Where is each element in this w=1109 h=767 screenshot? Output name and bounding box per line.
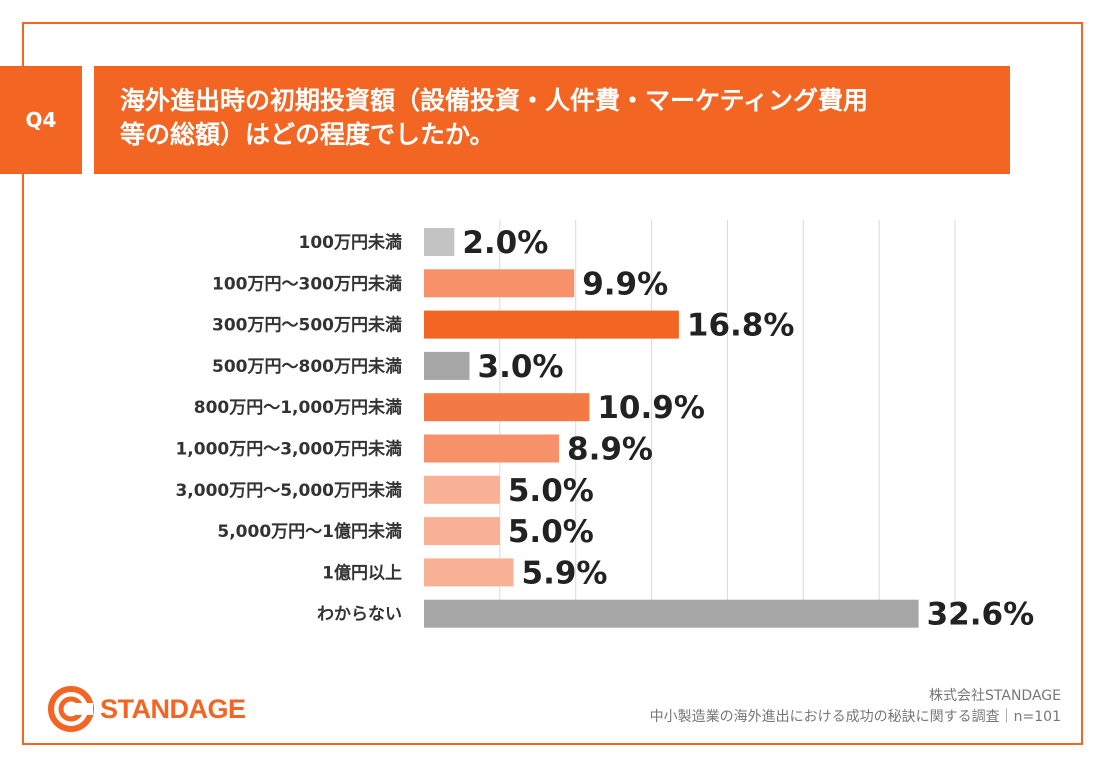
value-label-4: 3.0% [478,349,564,385]
standage-logo-icon [48,686,94,732]
bar-5 [424,393,590,422]
bar-1 [424,228,455,256]
bar-10 [424,599,919,628]
bar-6 [424,434,560,463]
category-labels: 100万円未満 100万円〜300万円未満 300万円〜500万円未満 500万円〜8… [175,232,402,625]
value-label-3: 16.8% [687,308,795,344]
value-label-1: 2.0% [462,225,548,261]
standage-logo: STANDAGE [48,686,246,732]
bar-3 [424,310,679,339]
bar-9 [424,558,514,587]
source-note: 株式会社STANDAGE 中小製造業の海外進出における成功の秘訣に関する調査｜n… [650,686,1061,728]
value-label-6: 8.9% [567,432,653,468]
value-label-8: 5.0% [508,514,594,550]
value-labels: 2.0% 9.9% 16.8% 3.0% 10.9% 8.9% 5.0% 5.0% 5.9% 32… [462,225,1034,633]
bar-8 [424,517,500,546]
category-label-10: わからない [317,605,402,625]
category-label-6: 1,000万円〜3,000万円未満 [175,439,402,460]
question-title-line-1: 海外進出時の初期投資額（設備投資・人件費・マーケティング費用 [120,86,869,115]
category-label-8: 5,000万円〜1億円未満 [217,521,402,542]
bar-2 [424,269,575,298]
value-label-2: 9.9% [582,266,668,302]
question-title-line-2: 等の総額）はどの程度でしたか。 [120,120,495,149]
company-name: 株式会社STANDAGE [929,688,1061,704]
category-label-7: 3,000万円〜5,000万円未満 [175,480,402,501]
category-label-9: 1億円以上 [322,562,402,583]
bar-7 [424,475,500,504]
gridlines [499,220,956,625]
value-label-5: 10.9% [597,390,705,426]
category-label-3: 300万円〜500万円未満 [212,315,402,336]
value-label-7: 5.0% [508,473,594,509]
value-label-9: 5.9% [522,555,608,591]
question-title: 海外進出時の初期投資額（設備投資・人件費・マーケティング費用 等の総額）はどの程… [94,66,1010,174]
standage-logo-text: STANDAGE [100,693,246,724]
category-label-5: 800万円〜1,000万円未満 [194,397,402,418]
bars [424,228,919,628]
bar-4 [424,351,470,380]
category-label-4: 500万円〜800万円未満 [212,356,402,377]
value-label-10: 32.6% [927,597,1035,633]
category-label-2: 100万円〜300万円未満 [212,273,402,294]
survey-name: 中小製造業の海外進出における成功の秘訣に関する調査｜n=101 [649,709,1061,725]
question-badge: Q4 [0,66,82,174]
category-label-1: 100万円未満 [299,232,403,253]
